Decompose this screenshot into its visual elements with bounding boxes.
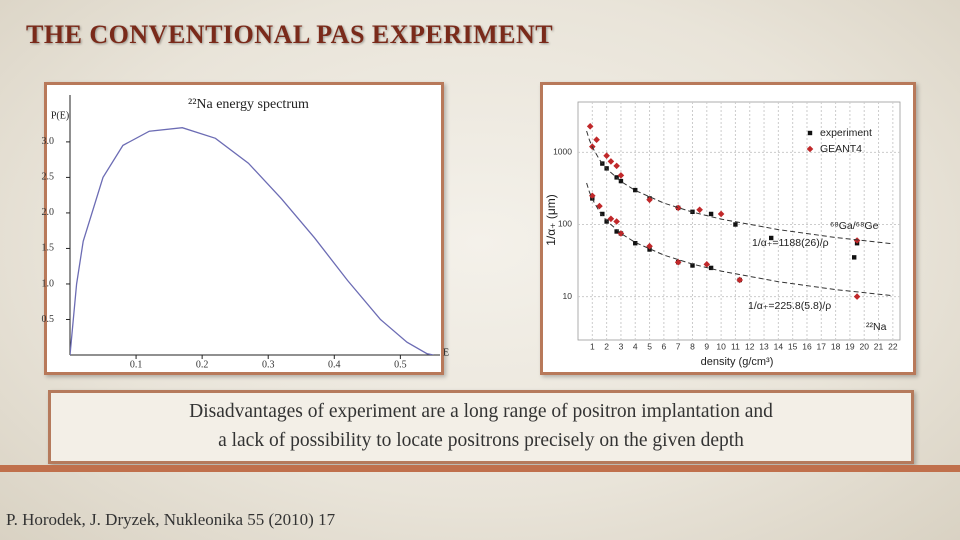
y-tick-label: 2.0	[42, 207, 55, 218]
divider-bar	[0, 465, 960, 472]
data-point	[646, 196, 653, 204]
x-tick-label: 22	[888, 341, 898, 351]
x-tick-label: 2	[604, 341, 609, 351]
x-tick-label: 16	[802, 341, 812, 351]
x-tick-label: 20	[859, 341, 869, 351]
x-tick-label: 0.2	[196, 359, 209, 370]
caption-box: Disadvantages of experiment are a long r…	[48, 390, 914, 464]
caption-line: Disadvantages of experiment are a long r…	[189, 401, 773, 422]
data-point	[674, 204, 682, 212]
data-point	[617, 172, 625, 179]
y-tick-label: 100	[558, 219, 572, 229]
x-tick-label: 5	[647, 341, 652, 351]
x-axis-label: E	[443, 347, 449, 358]
y-axis-label: P(E)	[51, 110, 69, 121]
legend-marker	[806, 145, 814, 153]
data-point	[696, 206, 703, 214]
y-tick-label: 1.5	[42, 243, 55, 254]
x-tick-label: 14	[774, 341, 784, 351]
x-tick-label: 9	[704, 341, 709, 351]
data-point	[607, 215, 615, 223]
data-point	[613, 218, 620, 225]
legend-label: experiment	[820, 127, 872, 139]
data-point	[604, 219, 609, 224]
annotation: ⁶⁸Ga/⁶⁸Ge	[830, 220, 879, 232]
data-point	[708, 265, 714, 271]
x-tick-label: 0.1	[130, 359, 143, 370]
data-point	[633, 187, 638, 193]
data-point	[646, 242, 653, 250]
y-axis-label: 1/α₊ (μm)	[544, 194, 558, 246]
data-point	[708, 211, 714, 217]
data-point	[736, 276, 744, 284]
data-point	[596, 202, 603, 210]
x-tick-label: 15	[788, 341, 798, 351]
data-line	[586, 130, 893, 245]
slide-title: THE CONVENTIONAL PAS EXPERIMENT	[26, 20, 554, 49]
x-tick-label: 0.4	[328, 359, 341, 370]
legend-label: GEANT4	[820, 143, 862, 155]
x-tick-label: 7	[676, 341, 681, 351]
x-tick-label: 11	[731, 341, 740, 351]
data-point	[853, 237, 861, 244]
data-point	[717, 210, 725, 218]
y-tick-label: 1000	[553, 147, 572, 157]
x-tick-label: 0.5	[394, 359, 407, 370]
x-tick-label: 10	[716, 341, 726, 351]
caption-line: a lack of possibility to locate positron…	[218, 430, 744, 451]
data-point	[593, 136, 600, 143]
x-tick-label: 12	[745, 341, 755, 351]
y-tick-label: 2.5	[42, 172, 55, 183]
chart-title: ²²Na energy spectrum	[188, 97, 309, 112]
chart-panel	[540, 82, 916, 375]
annotation: 1/α₊=1188(26)/ρ	[752, 237, 829, 249]
x-tick-label: 8	[690, 341, 695, 351]
annotation: ²²Na	[866, 321, 887, 333]
x-tick-label: 18	[831, 341, 841, 351]
data-point	[617, 230, 625, 237]
data-point	[690, 263, 695, 268]
data-point	[618, 178, 624, 184]
y-tick-label: 10	[563, 291, 573, 301]
data-point	[600, 211, 605, 217]
data-point	[703, 261, 711, 268]
data-point	[674, 258, 682, 266]
x-axis-label: density (g/cm³)	[701, 356, 774, 368]
data-point	[733, 222, 738, 227]
data-point	[853, 293, 861, 300]
x-tick-label: 17	[817, 341, 827, 351]
data-point	[633, 241, 638, 246]
citation: P. Horodek, J. Dryzek, Nukleonika 55 (20…	[6, 510, 336, 529]
x-tick-label: 3	[619, 341, 624, 351]
y-tick-label: 1.0	[42, 278, 55, 289]
y-tick-label: 0.5	[42, 314, 55, 325]
x-tick-label: 19	[845, 341, 855, 351]
x-tick-label: 4	[633, 341, 638, 351]
x-tick-label: 21	[874, 341, 884, 351]
legend-marker	[807, 130, 813, 136]
plot-frame	[577, 101, 901, 341]
data-point	[607, 158, 615, 165]
data-point	[613, 162, 620, 170]
x-tick-label: 6	[661, 341, 666, 351]
chart-panel	[44, 82, 444, 375]
x-tick-label: 0.3	[262, 359, 275, 370]
data-point	[586, 123, 594, 130]
data-point	[603, 152, 610, 159]
chart: 0.5 1.0 1.5 2.0 2.5 3.0 0.1 0.2 0.3 0.4 0.5 ²²Na en…	[42, 95, 449, 370]
data-line	[70, 127, 434, 355]
x-tick-label: 13	[759, 341, 769, 351]
y-tick-label: 3.0	[42, 136, 55, 147]
x-tick-label: 1	[590, 341, 595, 351]
data-point	[769, 235, 774, 241]
data-line	[586, 182, 893, 297]
annotation: 1/α₊=225.8(5.8)/ρ	[748, 300, 831, 312]
data-point	[852, 255, 857, 260]
data-point	[614, 229, 619, 234]
